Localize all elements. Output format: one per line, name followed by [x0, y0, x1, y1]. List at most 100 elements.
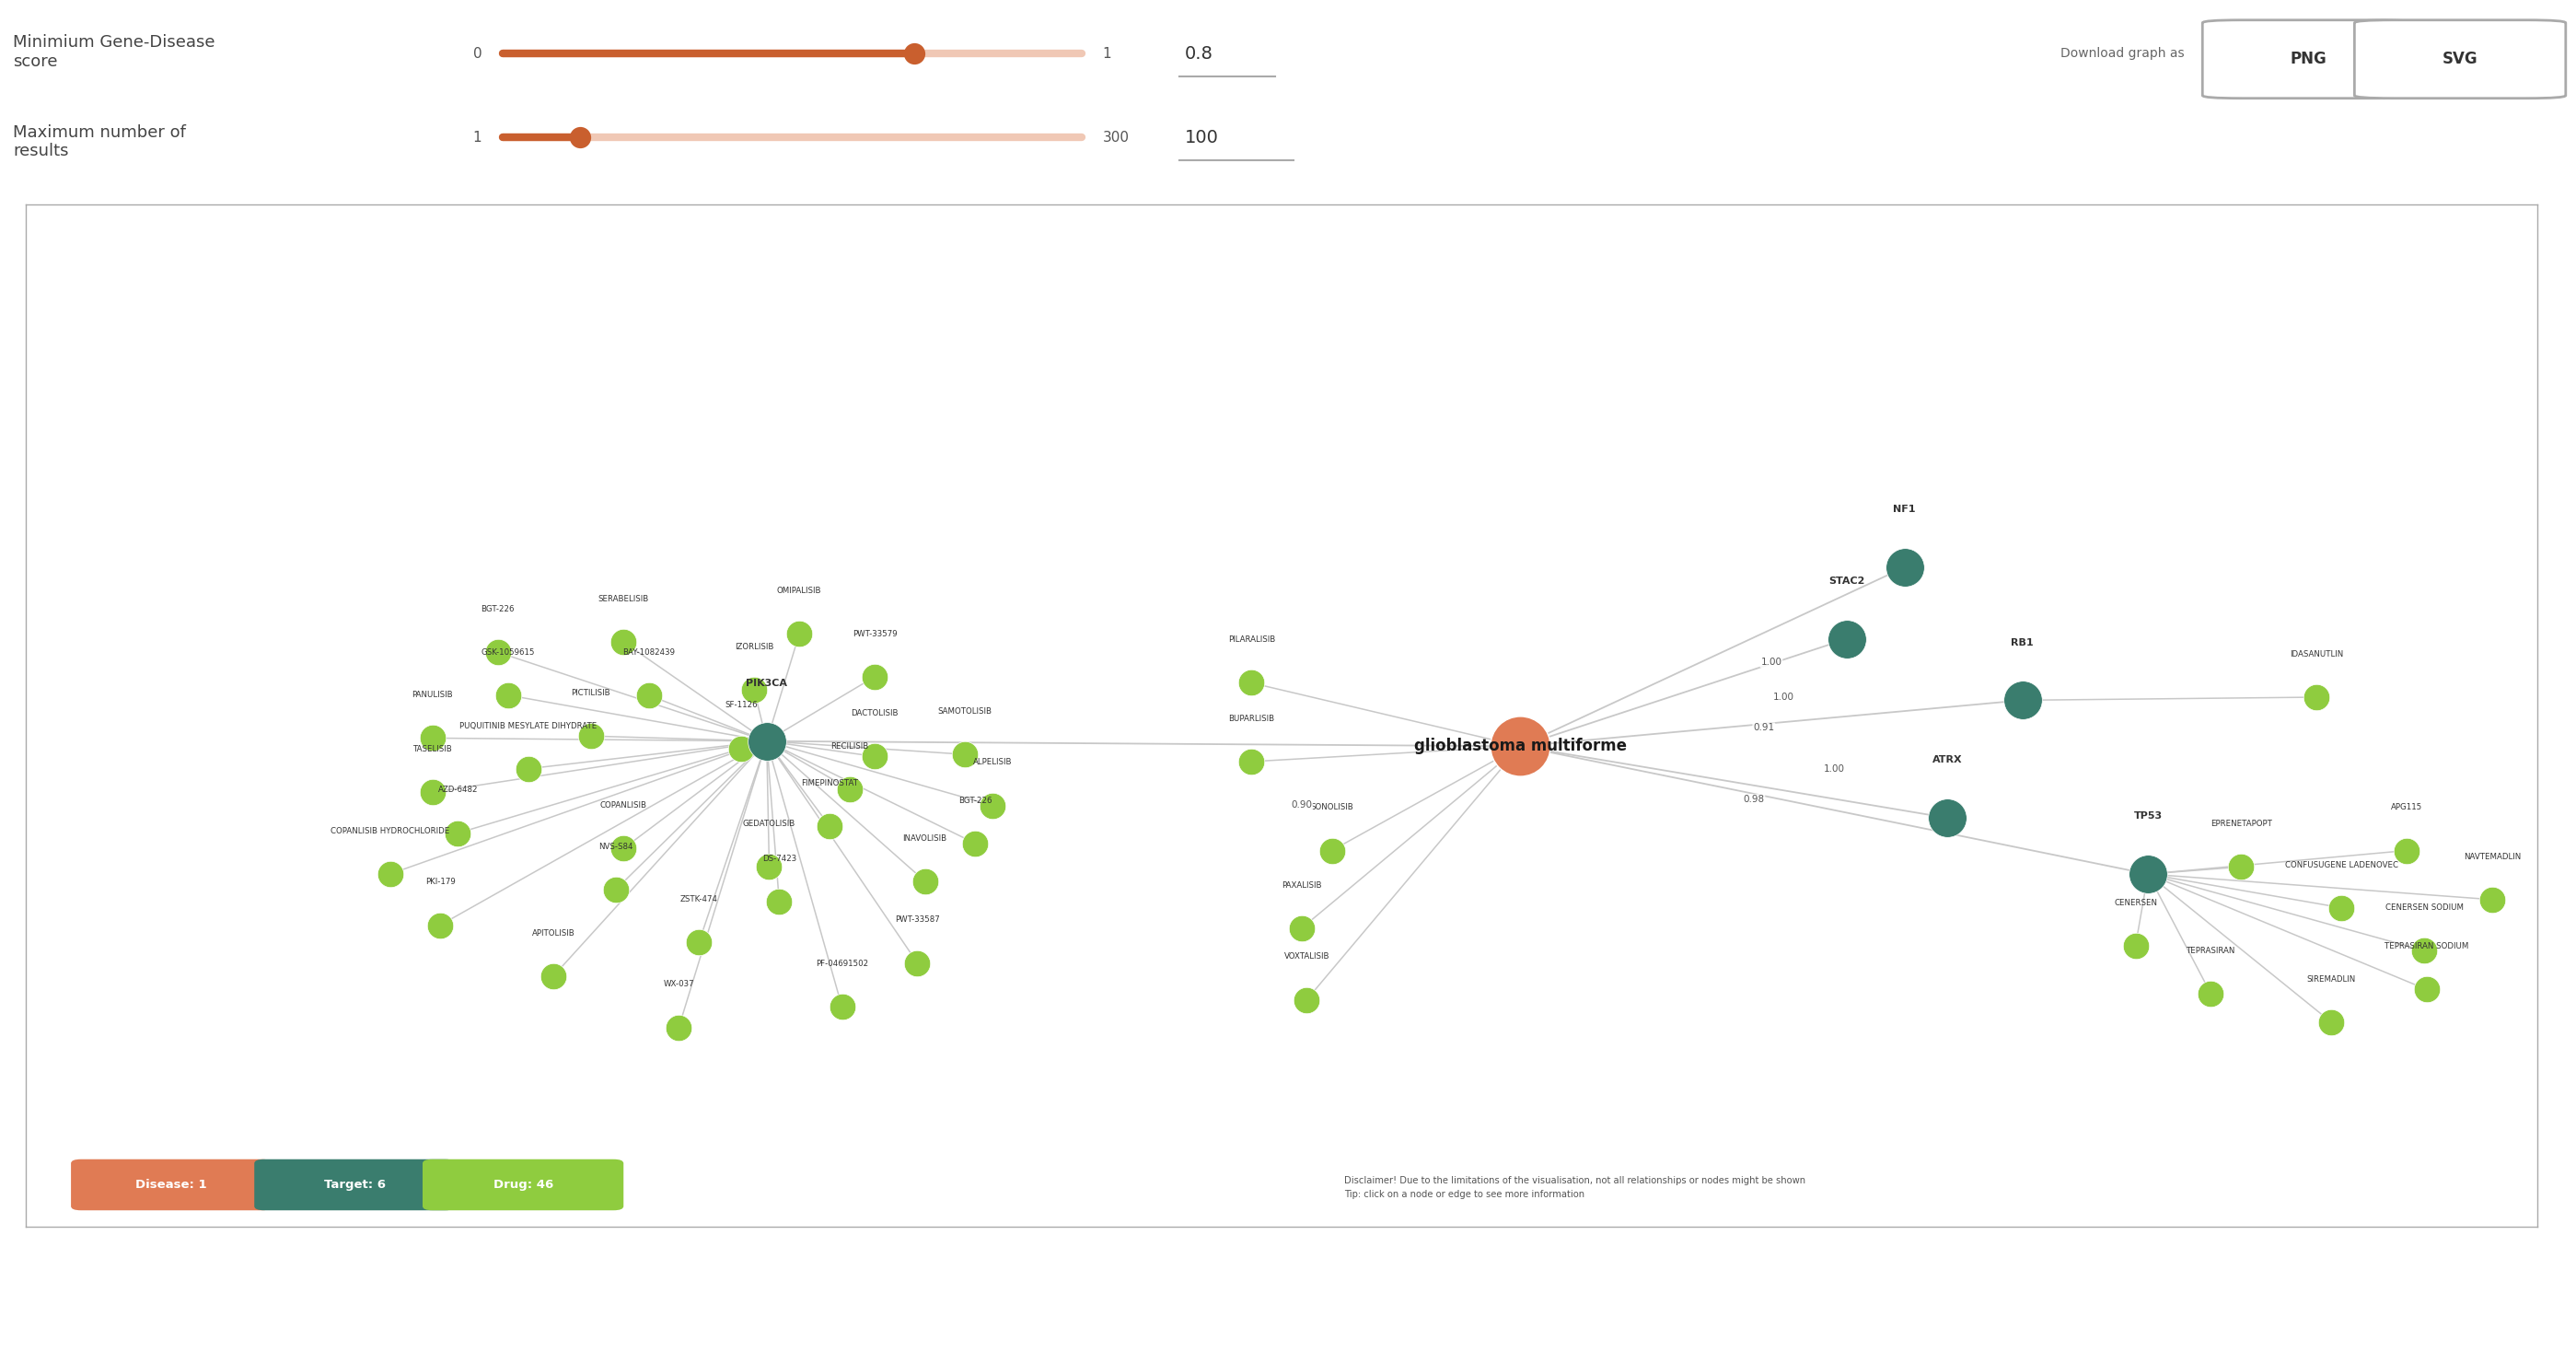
Point	[603, 837, 644, 859]
Point	[595, 879, 636, 901]
Text: IZORLISIB: IZORLISIB	[734, 643, 773, 652]
Point	[533, 965, 574, 987]
Text: SVG: SVG	[2442, 50, 2478, 67]
Text: CENERSEN: CENERSEN	[2115, 898, 2156, 906]
Text: EPRENETAPOPT: EPRENETAPOPT	[2210, 819, 2272, 827]
Text: CONFUSUGENE LADENOVEC: CONFUSUGENE LADENOVEC	[2285, 860, 2398, 870]
Text: DACTOLISIB: DACTOLISIB	[850, 709, 899, 717]
Point	[2295, 686, 2336, 709]
Point	[750, 856, 791, 878]
Text: Maximum number of
results: Maximum number of results	[13, 124, 185, 159]
Point	[2321, 897, 2362, 919]
Text: 0.91: 0.91	[1754, 724, 1775, 732]
FancyBboxPatch shape	[422, 1159, 623, 1210]
Point	[2128, 863, 2169, 885]
Point	[855, 665, 896, 687]
Point	[2115, 935, 2156, 957]
Text: COPANLISIB HYDROCHLORIDE: COPANLISIB HYDROCHLORIDE	[330, 827, 448, 836]
Text: Target: 6: Target: 6	[325, 1179, 386, 1191]
Text: NAVTEMADLIN: NAVTEMADLIN	[2463, 852, 2522, 861]
Text: 1: 1	[474, 131, 482, 144]
Text: DS-7423: DS-7423	[762, 855, 796, 863]
Point	[1231, 751, 1273, 773]
Text: BGT-226: BGT-226	[958, 796, 992, 804]
Point	[420, 915, 461, 936]
Point	[778, 623, 819, 645]
Point	[747, 731, 788, 752]
FancyBboxPatch shape	[2202, 20, 2414, 98]
FancyBboxPatch shape	[255, 1159, 456, 1210]
Point	[757, 891, 799, 913]
Point	[438, 822, 479, 844]
Text: SF-1126: SF-1126	[726, 701, 757, 709]
Text: GEDATOLISIB: GEDATOLISIB	[742, 819, 796, 827]
Point	[734, 679, 775, 701]
Text: TEPRASIRAN SODIUM: TEPRASIRAN SODIUM	[2385, 942, 2468, 951]
Point	[1285, 990, 1327, 1011]
Point	[477, 641, 518, 662]
Text: PKI-179: PKI-179	[425, 878, 456, 886]
Point	[2221, 856, 2262, 878]
Text: 300: 300	[1103, 131, 1128, 144]
Text: IDASANUTLIN: IDASANUTLIN	[2290, 650, 2344, 658]
Text: ATRX: ATRX	[1932, 755, 1963, 765]
Text: 0.90: 0.90	[1291, 800, 1311, 810]
Point	[507, 758, 549, 780]
Text: AZD-6482: AZD-6482	[438, 786, 477, 795]
Point	[368, 863, 410, 885]
Point	[1883, 556, 1924, 578]
Point	[1280, 917, 1321, 939]
Text: 1.00: 1.00	[1824, 765, 1844, 773]
Point	[822, 996, 863, 1018]
Point	[677, 932, 719, 954]
Text: VOXTALISIB: VOXTALISIB	[1283, 953, 1329, 961]
Text: COPANLISIB: COPANLISIB	[600, 801, 647, 810]
FancyBboxPatch shape	[2354, 20, 2566, 98]
Text: PWT-33579: PWT-33579	[853, 630, 896, 638]
Text: PICTILISIB: PICTILISIB	[572, 688, 611, 696]
Text: OMIPALISIB: OMIPALISIB	[778, 586, 822, 594]
Text: PUQUITINIB MESYLATE DIHYDRATE: PUQUITINIB MESYLATE DIHYDRATE	[459, 721, 598, 731]
Text: SIREMADLIN: SIREMADLIN	[2308, 975, 2357, 984]
Point	[1499, 736, 1540, 758]
Text: INAVOLISIB: INAVOLISIB	[902, 834, 948, 842]
Text: 1.00: 1.00	[1772, 692, 1795, 702]
Text: 1.00: 1.00	[1762, 658, 1783, 667]
Text: WX-037: WX-037	[662, 980, 696, 988]
Text: ALPELISIB: ALPELISIB	[974, 758, 1012, 766]
Text: PNG: PNG	[2290, 50, 2326, 67]
Point	[855, 746, 896, 767]
Point	[894, 42, 935, 64]
Point	[569, 725, 611, 747]
Point	[956, 833, 997, 855]
Point	[2002, 690, 2043, 711]
Point	[412, 781, 453, 803]
Text: FIMEPINOSTAT: FIMEPINOSTAT	[801, 778, 858, 788]
Point	[809, 815, 850, 837]
Point	[2311, 1011, 2352, 1033]
Point	[2190, 983, 2231, 1005]
Point	[971, 795, 1012, 816]
Point	[829, 778, 871, 800]
Text: Drug: 46: Drug: 46	[492, 1179, 554, 1191]
Point	[1826, 628, 1868, 650]
Text: Disease: 1: Disease: 1	[137, 1179, 206, 1191]
Text: TP53: TP53	[2133, 811, 2161, 821]
Text: TEPRASIRAN: TEPRASIRAN	[2187, 946, 2236, 954]
Text: RB1: RB1	[2012, 638, 2035, 647]
Text: GSK-1059615: GSK-1059615	[482, 647, 536, 656]
Text: PILARALISIB: PILARALISIB	[1229, 635, 1275, 643]
Text: TASELISIB: TASELISIB	[412, 746, 453, 754]
Text: 100: 100	[1185, 128, 1218, 146]
Text: NVS-S84: NVS-S84	[598, 842, 634, 851]
Text: BUPARLISIB: BUPARLISIB	[1229, 714, 1275, 722]
Point	[2385, 840, 2427, 861]
FancyBboxPatch shape	[72, 1159, 273, 1210]
Point	[896, 951, 938, 973]
Point	[659, 1017, 701, 1039]
Point	[945, 743, 987, 765]
Point	[1311, 840, 1352, 861]
Text: SAMOTOLISIB: SAMOTOLISIB	[938, 707, 992, 716]
Text: SONOLISIB: SONOLISIB	[1311, 803, 1352, 811]
Point	[559, 127, 600, 149]
